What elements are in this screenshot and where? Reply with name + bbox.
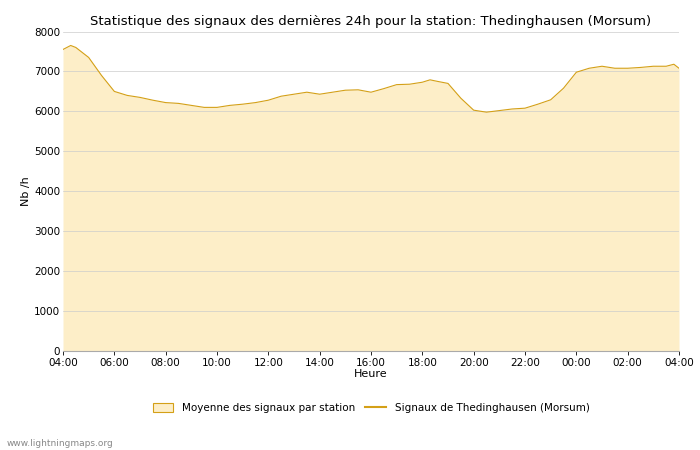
X-axis label: Heure: Heure xyxy=(354,369,388,379)
Legend: Moyenne des signaux par station, Signaux de Thedinghausen (Morsum): Moyenne des signaux par station, Signaux… xyxy=(149,400,593,416)
Title: Statistique des signaux des dernières 24h pour la station: Thedinghausen (Morsum: Statistique des signaux des dernières 24… xyxy=(90,14,652,27)
Text: www.lightningmaps.org: www.lightningmaps.org xyxy=(7,439,113,448)
Y-axis label: Nb /h: Nb /h xyxy=(21,176,32,206)
